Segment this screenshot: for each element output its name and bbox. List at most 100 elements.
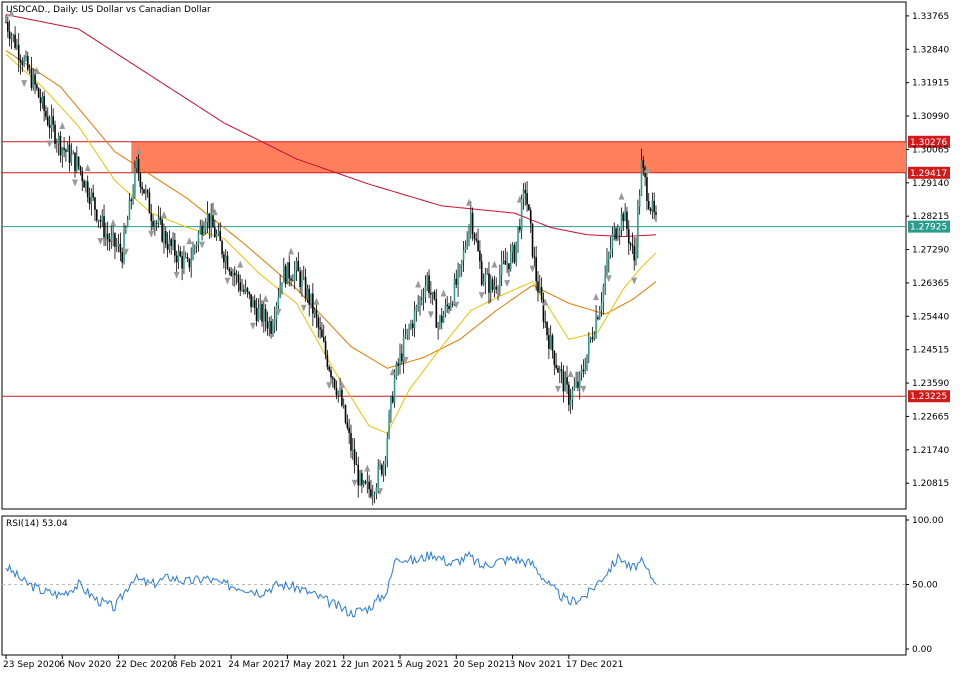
candle-body-14 <box>30 68 33 88</box>
price-tick-13: 1.21740 <box>912 446 949 456</box>
candle-body-126 <box>233 272 236 276</box>
candle-101 <box>188 258 191 272</box>
candle-body-278 <box>509 251 512 270</box>
candle-229 <box>420 289 423 306</box>
candle-177 <box>326 349 329 371</box>
candle-60 <box>114 232 116 260</box>
candle-281 <box>515 241 517 267</box>
candle-22 <box>45 105 47 121</box>
candle-44 <box>85 180 87 193</box>
candle-body-158 <box>292 280 294 282</box>
candle-338 <box>618 227 621 246</box>
candle-body-281 <box>515 241 517 263</box>
candle-148 <box>273 306 276 334</box>
candle-body-329 <box>602 286 605 303</box>
date-tick-7: 5 Aug 2021 <box>397 660 449 670</box>
candle-213 <box>391 391 394 404</box>
candle-278 <box>509 243 512 272</box>
candle-body-54 <box>103 216 105 238</box>
candle-348 <box>637 199 639 259</box>
candle-316 <box>578 371 581 400</box>
candle-302 <box>553 350 556 376</box>
candle-224 <box>411 319 414 337</box>
candle-body-194 <box>357 464 360 486</box>
candle-259 <box>475 232 478 243</box>
candle-body-258 <box>473 233 476 239</box>
candle-body-303 <box>555 364 557 368</box>
candle-body-80 <box>150 213 153 222</box>
candle-body-81 <box>152 221 154 227</box>
candle-62 <box>117 233 120 253</box>
fractal-arrow-94 <box>173 271 180 279</box>
candle-body-84 <box>157 217 160 224</box>
candle-body-254 <box>466 242 468 248</box>
candle-body-291 <box>533 256 536 258</box>
fractal-arrow-332 <box>605 275 612 283</box>
candle-162 <box>299 267 301 294</box>
candle-201 <box>370 479 372 499</box>
candle-body-316 <box>578 373 581 388</box>
candle-294 <box>538 274 541 294</box>
candle-body-170 <box>313 310 316 314</box>
candle-body-238 <box>437 325 439 328</box>
fractal-arrow-3 <box>8 9 15 17</box>
candle-107 <box>199 219 202 235</box>
fractal-arrow-108 <box>199 241 206 249</box>
candle-body-288 <box>528 204 530 211</box>
candle-body-46 <box>88 197 91 204</box>
candle-220 <box>404 323 407 340</box>
candle-body-208 <box>382 464 385 475</box>
candle-body-310 <box>568 384 570 405</box>
candle-body-35 <box>68 144 71 163</box>
candle-body-116 <box>215 234 218 238</box>
candle-250 <box>459 263 461 278</box>
candle-228 <box>419 295 421 316</box>
fractal-arrow-325 <box>593 293 600 301</box>
candle-110 <box>204 218 207 235</box>
candle-body-70 <box>132 193 134 202</box>
candle-body-350 <box>640 160 643 196</box>
candle-53 <box>101 209 104 227</box>
candle-body-349 <box>638 195 641 207</box>
candle-188 <box>346 414 349 431</box>
candle-304 <box>557 365 559 373</box>
candle-341 <box>624 203 626 222</box>
level-lines-layer <box>2 141 906 397</box>
candle-body-93 <box>174 239 176 256</box>
candle-body-1 <box>7 22 9 32</box>
candle-132 <box>244 279 247 295</box>
candle-212 <box>390 395 392 423</box>
candle-175 <box>322 324 325 343</box>
moving-average-2 <box>5 53 657 434</box>
candle-body-181 <box>333 378 336 388</box>
candle-252 <box>462 240 465 273</box>
candle-125 <box>232 268 234 286</box>
candle-body-17 <box>36 84 38 89</box>
date-tick-2: 22 Dec 2020 <box>116 660 174 670</box>
candle-176 <box>324 335 327 360</box>
candle-231 <box>424 275 427 303</box>
candle-body-287 <box>526 193 528 205</box>
candle-body-60 <box>114 233 116 247</box>
candle-295 <box>540 277 543 303</box>
candle-7 <box>17 33 20 73</box>
candle-69 <box>130 197 133 210</box>
candle-body-140 <box>259 304 261 308</box>
candle-147 <box>272 318 274 337</box>
candle-77 <box>145 184 147 201</box>
candle-181 <box>333 378 336 390</box>
candle-257 <box>471 207 474 241</box>
candle-190 <box>350 424 352 459</box>
candle-body-210 <box>386 437 389 460</box>
candle-121 <box>224 249 227 275</box>
date-tick-1: 6 Nov 2020 <box>59 660 111 670</box>
candle-167 <box>308 284 311 317</box>
candle-body-53 <box>101 216 104 222</box>
candle-342 <box>626 206 628 237</box>
fractal-arrow-101 <box>186 237 193 245</box>
candle-body-219 <box>402 336 405 362</box>
candle-14 <box>30 57 33 91</box>
candle-89 <box>166 232 169 258</box>
candle-body-285 <box>522 189 525 200</box>
candle-27 <box>54 120 56 149</box>
